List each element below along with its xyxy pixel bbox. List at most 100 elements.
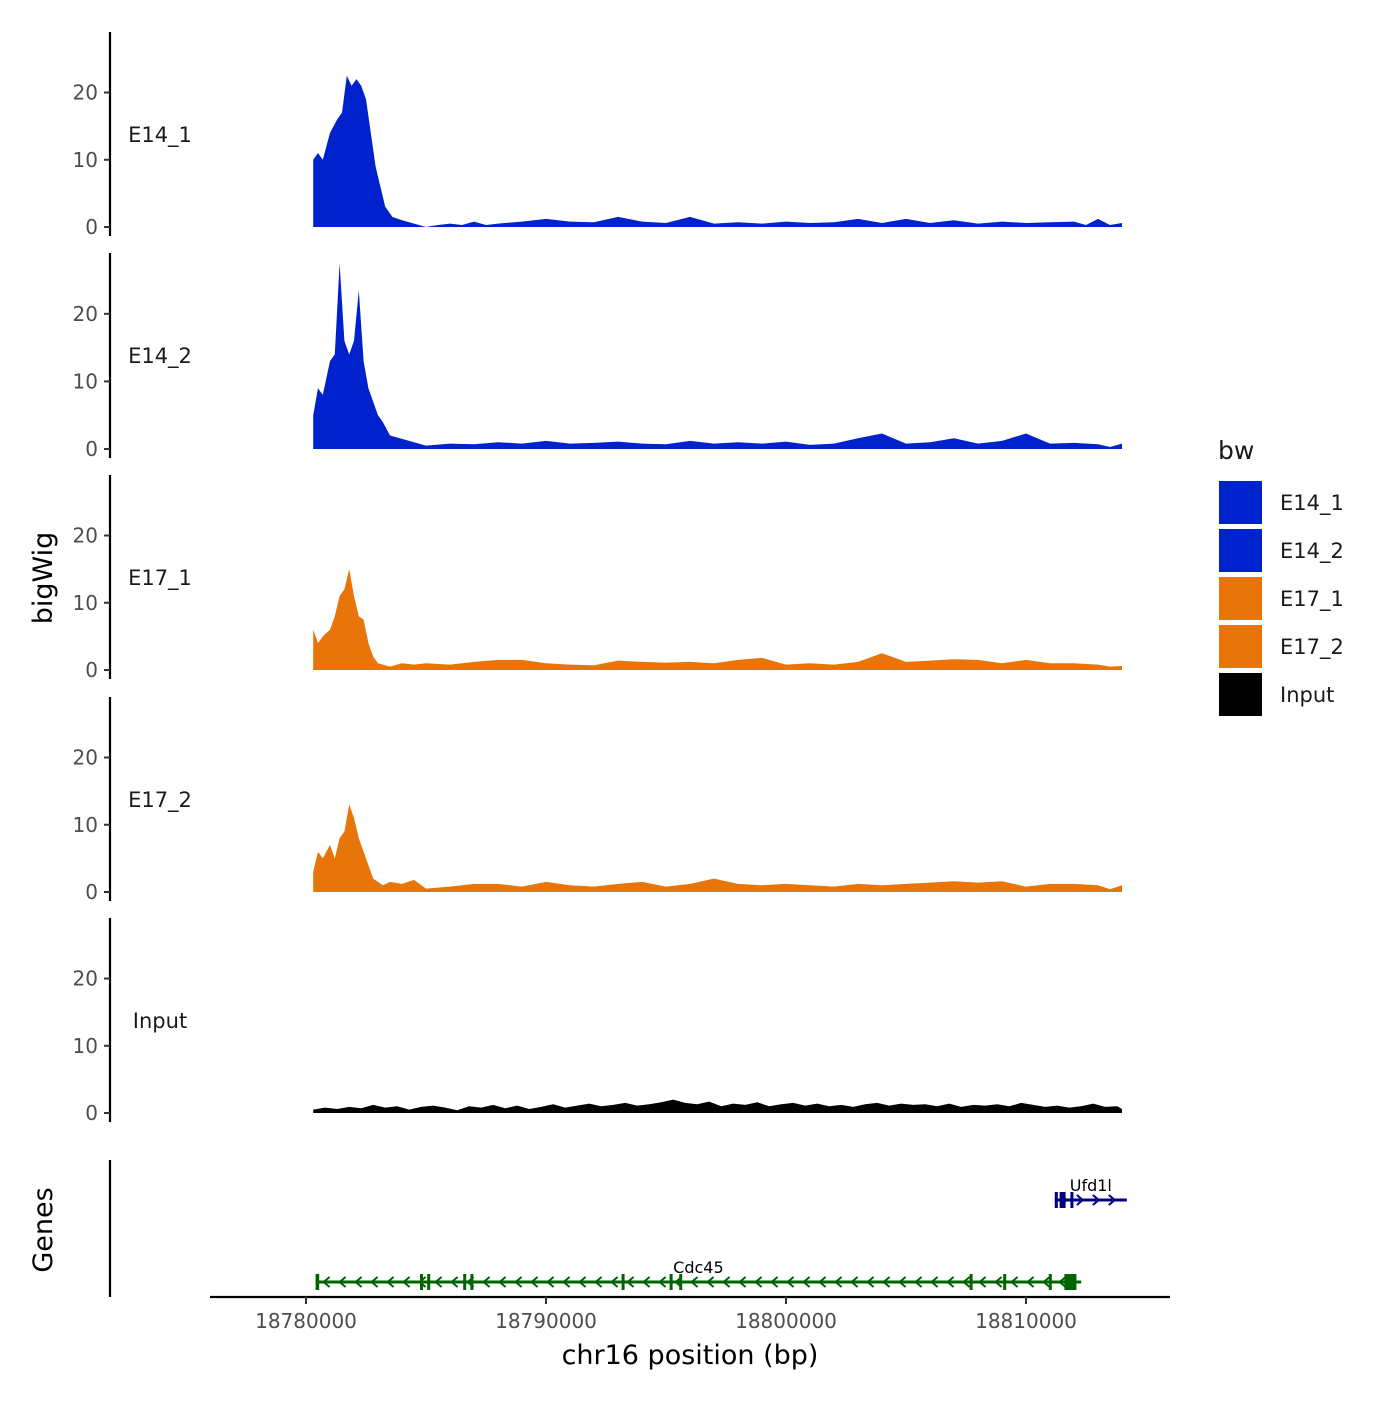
strand-arrow	[626, 1276, 635, 1288]
strand-arrow	[914, 1276, 923, 1288]
strand-arrow	[354, 1276, 363, 1288]
strand-arrow	[882, 1276, 891, 1288]
strand-arrow	[930, 1276, 939, 1288]
strand-arrow	[386, 1276, 395, 1288]
legend-label: E17_1	[1280, 587, 1344, 612]
x-axis: 18780000 18790000 18800000 18810000	[210, 1295, 1170, 1333]
y-tick-label: 20	[73, 746, 98, 770]
y-tick-label: 20	[73, 302, 98, 326]
y-axis-title: bigWig	[28, 532, 59, 625]
strand-arrow	[1042, 1276, 1051, 1288]
strand-arrow	[418, 1276, 427, 1288]
strand-arrow	[738, 1276, 747, 1288]
coverage-area-e17-2	[313, 804, 1122, 892]
strand-arrow	[514, 1276, 523, 1288]
exon	[621, 1274, 625, 1290]
strand-arrow	[802, 1276, 811, 1288]
strand-arrow	[610, 1276, 619, 1288]
exon	[470, 1274, 474, 1290]
exon	[679, 1274, 683, 1290]
strand-arrow	[706, 1276, 715, 1288]
strand-arrow	[338, 1276, 347, 1288]
legend-key	[1217, 527, 1264, 574]
exon	[427, 1274, 431, 1290]
track-label: E14_1	[128, 123, 192, 148]
strand-arrow	[1026, 1276, 1035, 1288]
strand-arrow	[690, 1276, 699, 1288]
strand-arrow	[434, 1276, 443, 1288]
track-e14-2: 0 10 20 E14_2	[73, 253, 1122, 461]
y-tick-label: 0	[85, 658, 98, 682]
y-tick-label: 10	[73, 369, 98, 393]
strand-arrow	[322, 1276, 331, 1288]
strand-arrow	[898, 1276, 907, 1288]
x-axis-title: chr16 position (bp)	[562, 1340, 819, 1371]
strand-arrow	[658, 1276, 667, 1288]
coverage-area-e14-1	[313, 75, 1122, 227]
strand-arrow	[578, 1276, 587, 1288]
exon	[420, 1274, 423, 1290]
strand-arrow	[594, 1276, 603, 1288]
strand-arrow	[402, 1276, 411, 1288]
y-tick-label: 0	[85, 880, 98, 904]
track-e17-2: 0 10 20 E17_2	[73, 697, 1122, 904]
strand-arrow	[1010, 1276, 1019, 1288]
exon	[1064, 1274, 1077, 1290]
gene-label: Ufd1l	[1070, 1176, 1112, 1195]
exon	[1003, 1274, 1007, 1290]
coverage-area-e17-1	[313, 569, 1122, 670]
strand-arrow	[962, 1276, 971, 1288]
strand-arrow	[994, 1276, 1003, 1288]
y-tick-label: 0	[85, 1101, 98, 1125]
y-tick-label: 20	[73, 967, 98, 991]
track-label: Input	[133, 1009, 187, 1033]
genes-panel-title: Genes	[28, 1187, 59, 1272]
track-e17-1: 0 10 20 E17_1	[73, 475, 1122, 682]
legend-key	[1217, 671, 1264, 718]
track-label: E14_2	[128, 344, 192, 369]
strand-arrow	[1058, 1276, 1067, 1288]
x-tick-label: 18780000	[255, 1309, 357, 1333]
strand-arrow	[1076, 1194, 1085, 1206]
gene-ufd1l: Ufd1l	[1054, 1176, 1127, 1208]
strand-arrow	[1092, 1194, 1101, 1206]
legend-key	[1217, 479, 1264, 526]
gene-cdc45: Cdc45	[315, 1258, 1082, 1290]
exon	[1059, 1192, 1066, 1208]
coverage-area-e14-2	[313, 263, 1122, 449]
y-tick-label: 20	[73, 524, 98, 548]
strand-arrow	[642, 1276, 651, 1288]
strand-arrow	[818, 1276, 827, 1288]
bigwig-tracks: 0 10 20 E14_1 0 10 20 E14_2 0 10 20 E17_1 0 10 20 E17_2…	[73, 32, 1122, 1125]
strand-arrow	[722, 1276, 731, 1288]
strand-arrow	[498, 1276, 507, 1288]
x-tick-label: 18790000	[495, 1309, 597, 1333]
legend: bw E14_1 E14_2 E17_1 E17_2 Input	[1217, 436, 1344, 718]
strand-arrow	[786, 1276, 795, 1288]
track-label: E17_2	[128, 788, 192, 813]
exon	[1054, 1192, 1058, 1208]
legend-key	[1217, 623, 1264, 670]
track-label: E17_1	[128, 566, 192, 591]
y-tick-label: 0	[85, 215, 98, 239]
exon	[1070, 1192, 1074, 1208]
y-tick-label: 10	[73, 148, 98, 172]
strand-arrow	[834, 1276, 843, 1288]
strand-arrow	[546, 1276, 555, 1288]
strand-arrow	[770, 1276, 779, 1288]
y-tick-label: 10	[73, 591, 98, 615]
legend-label: E14_2	[1280, 539, 1344, 564]
x-tick-label: 18810000	[975, 1309, 1077, 1333]
strand-arrow	[754, 1276, 763, 1288]
track-input: 0 10 20 Input	[73, 918, 1122, 1125]
y-tick-label: 0	[85, 437, 98, 461]
strand-arrow	[450, 1276, 459, 1288]
strand-arrow	[850, 1276, 859, 1288]
x-tick-label: 18800000	[735, 1309, 837, 1333]
legend-label: E14_1	[1280, 491, 1344, 516]
legend-title: bw	[1218, 436, 1254, 465]
exon	[669, 1274, 673, 1290]
strand-arrow	[946, 1276, 955, 1288]
track-e14-1: 0 10 20 E14_1	[73, 32, 1122, 239]
